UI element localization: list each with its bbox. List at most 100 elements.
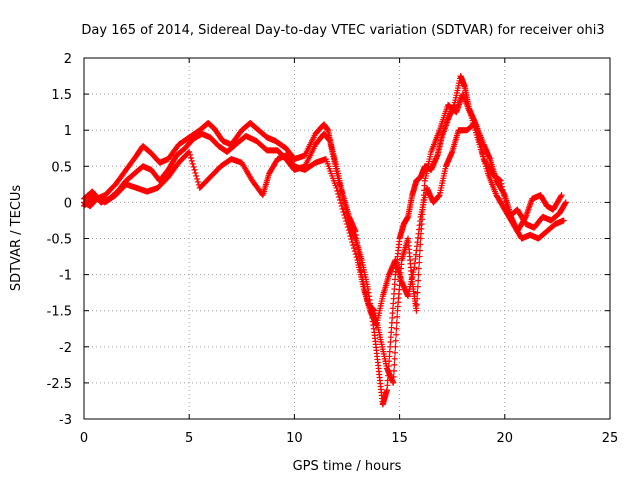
x-axis-label: GPS time / hours: [293, 459, 402, 474]
data-point: [194, 178, 201, 185]
x-tick-label: 10: [286, 431, 303, 446]
data-point: [562, 199, 569, 206]
data-point: [187, 154, 194, 161]
data-point: [473, 122, 480, 129]
data-point: [192, 169, 199, 176]
data-point: [502, 198, 509, 205]
y-tick-labels: 2 1.5 1 0.5 0 -0.5 -1 -1.5 -2 -2.5 -3: [47, 52, 72, 428]
data-point: [476, 138, 483, 145]
data-point: [190, 163, 197, 170]
data-point: [187, 151, 194, 158]
data-point: [394, 313, 401, 320]
data-point: [477, 144, 484, 151]
data-point: [415, 277, 422, 284]
y-tick-label: -1.5: [47, 305, 72, 320]
data-point: [333, 184, 340, 191]
data-point: [501, 195, 508, 202]
data-point: [393, 331, 400, 338]
data-point: [352, 251, 359, 258]
data-point: [498, 183, 505, 190]
data-point: [414, 283, 421, 290]
data-point: [338, 203, 345, 210]
data-point: [392, 343, 399, 350]
data-point: [392, 337, 399, 344]
data-point: [415, 271, 422, 278]
x-tick-label: 15: [391, 431, 408, 446]
data-point: [194, 175, 201, 182]
data-point: [478, 147, 485, 154]
x-tick-label: 5: [185, 431, 193, 446]
y-tick-label: -0.5: [47, 233, 72, 248]
y-tick-label: 0: [64, 196, 72, 211]
x-tick-label: 20: [497, 431, 514, 446]
y-axis-label: SDTVAR / TECUs: [9, 185, 24, 292]
y-tick-label: 0.5: [51, 160, 72, 175]
data-point: [480, 153, 487, 160]
y-tick-label: -2.5: [47, 377, 72, 392]
data-point: [390, 379, 397, 386]
data-point: [472, 119, 479, 126]
data-point: [189, 160, 196, 167]
data-point: [334, 187, 341, 194]
series-arc-2: [81, 91, 567, 386]
series-arc-3: [81, 119, 569, 329]
data-point: [499, 186, 506, 193]
x-tick-labels: 0 5 10 15 20 25: [80, 431, 618, 446]
data-point: [501, 192, 508, 199]
data-point: [498, 180, 505, 187]
data-point: [351, 245, 358, 252]
data-point: [336, 193, 343, 200]
data-point: [390, 367, 397, 374]
data-point: [336, 196, 343, 203]
data-point: [348, 236, 355, 243]
series-arc-1: [81, 73, 565, 408]
data-point: [349, 239, 356, 246]
data-point: [475, 132, 482, 139]
data-point: [391, 361, 398, 368]
data-point: [339, 206, 346, 213]
chart-title: Day 165 of 2014, Sidereal Day-to-day VTE…: [81, 23, 604, 38]
data-point: [479, 150, 486, 157]
data-point: [391, 355, 398, 362]
data-point: [414, 289, 421, 296]
data-point: [393, 325, 400, 332]
data-point: [503, 201, 510, 208]
data-point: [392, 349, 399, 356]
y-tick-label: -3: [59, 413, 72, 428]
grid-lines: [84, 58, 610, 419]
data-point: [186, 148, 193, 155]
data-point: [414, 295, 421, 302]
data-point: [191, 166, 198, 173]
x-tick-label: 25: [602, 431, 619, 446]
x-tick-label: 0: [80, 431, 88, 446]
data-point: [503, 204, 510, 211]
y-tick-label: 1: [64, 124, 72, 139]
y-tick-label: -2: [59, 341, 72, 356]
data-point: [500, 189, 507, 196]
data-point: [560, 217, 567, 224]
data-point: [346, 230, 353, 237]
data-point: [340, 209, 347, 216]
data-point: [335, 190, 342, 197]
data-point: [416, 259, 423, 266]
y-tick-label: 2: [64, 52, 72, 67]
data-point: [473, 125, 480, 132]
data-points: [81, 73, 569, 408]
data-point: [497, 177, 504, 184]
data-point: [345, 227, 352, 234]
data-point: [350, 242, 357, 249]
y-tick-label: -1: [59, 269, 72, 284]
data-point: [342, 215, 349, 222]
data-point: [496, 177, 503, 184]
data-point: [343, 218, 350, 225]
data-point: [474, 129, 481, 136]
data-point: [413, 307, 420, 314]
data-point: [341, 212, 348, 219]
data-point: [415, 265, 422, 272]
data-point: [558, 192, 565, 199]
data-point: [351, 248, 358, 255]
data-point: [413, 301, 420, 308]
data-point: [193, 172, 200, 179]
data-point: [337, 200, 344, 207]
data-point: [344, 224, 351, 231]
